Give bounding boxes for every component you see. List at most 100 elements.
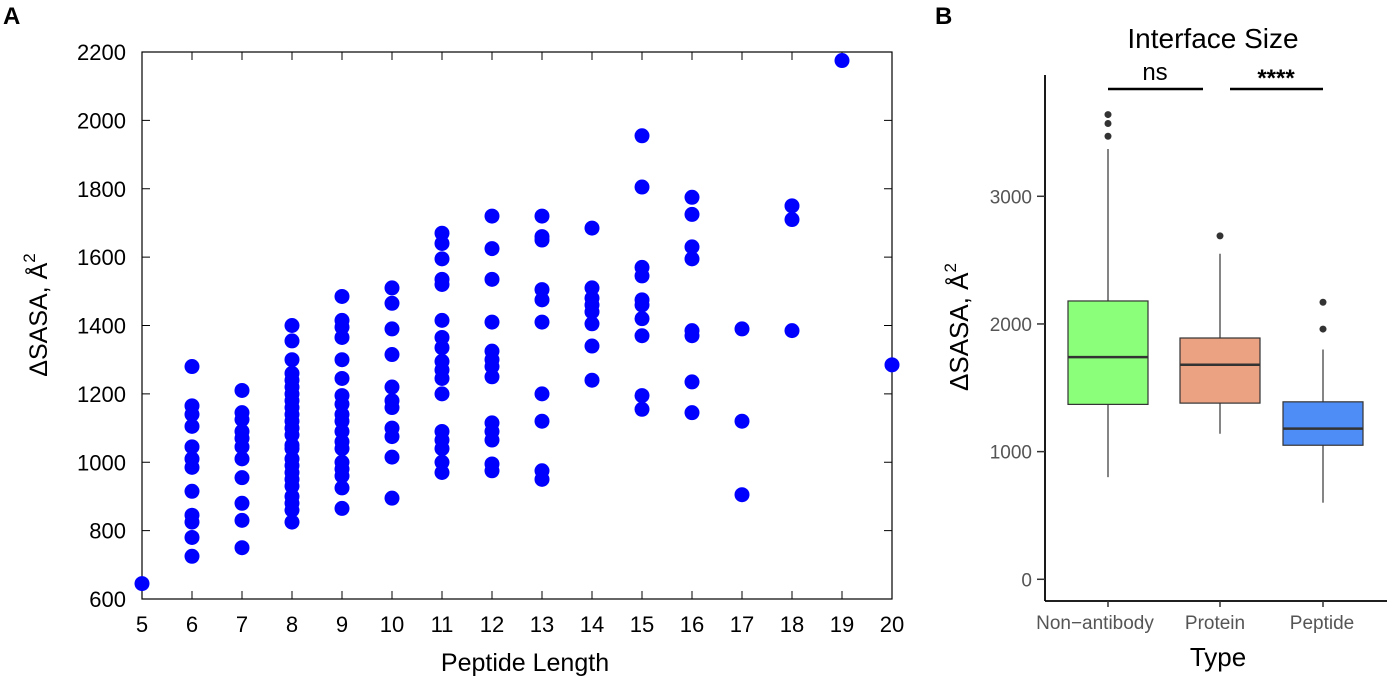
data-point <box>334 468 350 484</box>
data-point <box>384 429 400 445</box>
x-tick-label: 5 <box>136 612 148 637</box>
x-tick-label: 18 <box>780 612 804 637</box>
panel-a-letter: A <box>3 3 20 30</box>
y-tick-label: 600 <box>89 587 126 612</box>
data-point <box>534 292 550 308</box>
y-tick-label: 3000 <box>990 187 1032 208</box>
data-point <box>584 304 600 320</box>
x-tick-label: 16 <box>680 612 704 637</box>
y-tick-label: 1600 <box>77 245 126 270</box>
data-point <box>534 208 550 224</box>
panel-b-letter: B <box>935 3 952 30</box>
data-point <box>284 333 300 349</box>
data-point <box>434 225 450 241</box>
data-point <box>484 359 500 375</box>
data-point <box>334 370 350 386</box>
x-tick-label: 15 <box>630 612 654 637</box>
data-point <box>284 352 300 368</box>
outlier-point <box>1319 325 1327 333</box>
panel-a-x-axis: 5 6 7 8 9 10 11 12 13 14 15 16 17 18 19 20 <box>136 52 904 637</box>
data-point <box>584 372 600 388</box>
outlier-point <box>1104 132 1112 140</box>
data-point <box>184 406 200 422</box>
data-point <box>234 540 250 556</box>
data-point <box>584 316 600 332</box>
x-tick-label: 19 <box>830 612 854 637</box>
data-point <box>534 314 550 330</box>
outlier-point <box>1216 232 1224 240</box>
data-point <box>684 239 700 255</box>
panel-a-plot-frame <box>141 51 893 600</box>
data-point <box>684 189 700 205</box>
panel-b-x-axis: Non−antibody Protein Peptide <box>1036 601 1354 634</box>
box-peptide <box>1282 298 1364 503</box>
data-point <box>284 502 300 518</box>
x-tick-label: 13 <box>530 612 554 637</box>
x-tick-label: Peptide <box>1290 613 1354 634</box>
x-tick-label: 17 <box>730 612 754 637</box>
data-point <box>184 514 200 530</box>
panel-a-y-axis: 600 800 1000 1200 1400 1600 1800 2000 2200 <box>77 40 892 612</box>
data-point <box>434 465 450 481</box>
data-point <box>534 282 550 298</box>
data-point <box>334 396 350 412</box>
data-point <box>234 439 250 455</box>
data-point <box>584 220 600 236</box>
data-point <box>784 323 800 339</box>
panel-b-y-axis-label: ΔSASA, Å <box>944 272 974 391</box>
data-point <box>234 412 250 428</box>
data-point <box>634 179 650 195</box>
x-tick-label: Non−antibody <box>1036 613 1154 634</box>
data-point <box>484 208 500 224</box>
data-point <box>184 359 200 375</box>
data-point <box>234 512 250 528</box>
data-point <box>534 471 550 487</box>
data-point <box>684 374 700 390</box>
data-point <box>434 329 450 345</box>
data-point <box>434 235 450 251</box>
data-point <box>284 318 300 333</box>
data-point <box>584 280 600 296</box>
y-tick-label: 1000 <box>77 450 126 475</box>
data-point <box>634 268 650 284</box>
data-point <box>734 413 750 429</box>
data-point <box>684 251 700 267</box>
panel-a-y-axis-label-superscript: 2 <box>20 253 39 262</box>
panel-b-y-axis: 0 1000 2000 3000 <box>990 187 1045 591</box>
data-point <box>284 441 300 457</box>
data-point <box>784 212 800 228</box>
panel-a-y-axis-label-group: ΔSASA, Å2 <box>20 253 53 376</box>
x-tick-label: 6 <box>186 612 198 637</box>
data-point <box>234 451 250 467</box>
data-point <box>384 490 400 506</box>
panel-a-points <box>134 53 900 592</box>
box-iqr <box>1282 401 1364 446</box>
y-tick-label: 1200 <box>77 382 126 407</box>
data-point <box>284 514 300 530</box>
data-point <box>434 441 450 457</box>
y-tick-label: 1800 <box>77 177 126 202</box>
data-point <box>284 478 300 494</box>
data-point <box>534 386 550 402</box>
panel-a-scatter-chart: A 5 6 7 8 9 10 11 12 13 14 15 16 17 18 19 20 600 800 1000… <box>3 3 904 677</box>
data-point <box>634 328 650 344</box>
panel-b-significance: ns **** <box>1108 59 1323 92</box>
data-point <box>134 576 150 592</box>
data-point <box>834 53 850 69</box>
data-point <box>684 405 700 421</box>
panel-a-y-axis-label: ΔSASA, Å <box>23 262 53 376</box>
data-point <box>784 198 800 214</box>
panel-b-box-plot: B Interface Size 0 1000 2000 3000 Non−antib… <box>935 3 1387 672</box>
data-point <box>184 529 200 545</box>
significance-label: ns <box>1142 59 1167 86</box>
data-point <box>334 500 350 516</box>
panel-b-y-axis-label-superscript: 2 <box>941 263 960 272</box>
panel-b-title: Interface Size <box>1127 23 1298 54</box>
data-point <box>334 480 350 496</box>
outlier-point <box>1319 298 1327 306</box>
x-tick-label: 9 <box>336 612 348 637</box>
data-point <box>434 251 450 267</box>
data-point <box>434 386 450 402</box>
data-point <box>534 413 550 429</box>
x-tick-label: 14 <box>580 612 604 637</box>
